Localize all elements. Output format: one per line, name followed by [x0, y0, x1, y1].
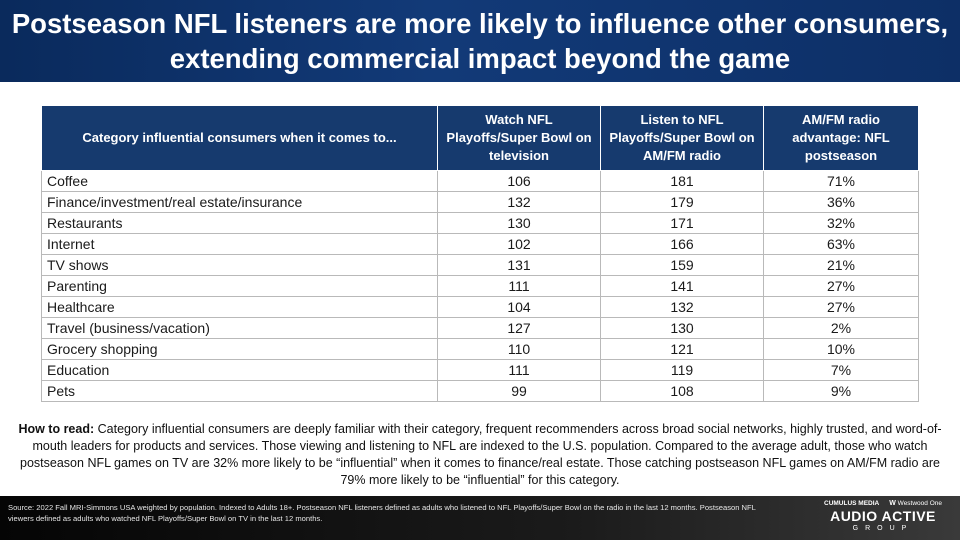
row-tv-index: 104	[437, 296, 601, 318]
row-category: Education	[41, 359, 438, 381]
header-advantage: AM/FM radio advantage: NFL postseason	[763, 105, 919, 171]
row-advantage: 10%	[763, 338, 919, 360]
row-radio-index: 121	[600, 338, 764, 360]
row-category: Travel (business/vacation)	[41, 317, 438, 339]
header-tv: Watch NFL Playoffs/Super Bowl on televis…	[437, 105, 601, 171]
row-advantage: 2%	[763, 317, 919, 339]
row-tv-index: 130	[437, 212, 601, 234]
row-tv-index: 99	[437, 380, 601, 402]
table-row: Coffee 106 181 71%	[41, 170, 919, 192]
logo-partners: CUMULUS MEDIA W Westwood One	[818, 499, 948, 508]
row-tv-index: 132	[437, 191, 601, 213]
table-row: Restaurants 130 171 32%	[41, 212, 919, 234]
row-category: Pets	[41, 380, 438, 402]
row-category: Healthcare	[41, 296, 438, 318]
row-radio-index: 166	[600, 233, 764, 255]
table-row: Education 111 119 7%	[41, 359, 919, 381]
row-tv-index: 110	[437, 338, 601, 360]
row-radio-index: 159	[600, 254, 764, 276]
table-row: Pets 99 108 9%	[41, 380, 919, 402]
row-advantage: 21%	[763, 254, 919, 276]
row-category: Coffee	[41, 170, 438, 192]
row-radio-index: 171	[600, 212, 764, 234]
row-advantage: 36%	[763, 191, 919, 213]
row-tv-index: 127	[437, 317, 601, 339]
row-radio-index: 130	[600, 317, 764, 339]
row-advantage: 7%	[763, 359, 919, 381]
how-to-read-label: How to read:	[18, 422, 95, 436]
row-category: Grocery shopping	[41, 338, 438, 360]
page-title: Postseason NFL listeners are more likely…	[11, 8, 949, 74]
row-radio-index: 108	[600, 380, 764, 402]
row-category: Finance/investment/real estate/insurance	[41, 191, 438, 213]
row-radio-index: 141	[600, 275, 764, 297]
table-row: Internet 102 166 63%	[41, 233, 919, 255]
logo-main-text: AUDIO ACTIVE	[830, 508, 936, 524]
table-row: Finance/investment/real estate/insurance…	[41, 191, 919, 213]
row-advantage: 32%	[763, 212, 919, 234]
row-radio-index: 132	[600, 296, 764, 318]
row-advantage: 9%	[763, 380, 919, 402]
how-to-read-text: Category influential consumers are deepl…	[20, 422, 942, 487]
westwood-logo: W Westwood One	[889, 499, 942, 508]
table-header-row: Category influential consumers when it c…	[41, 105, 919, 171]
row-advantage: 27%	[763, 275, 919, 297]
table-row: Parenting 111 141 27%	[41, 275, 919, 297]
row-advantage: 71%	[763, 170, 919, 192]
source-note: Source: 2022 Fall MRI-Simmons USA weight…	[8, 503, 756, 523]
row-advantage: 63%	[763, 233, 919, 255]
audio-active-group-logo: CUMULUS MEDIA W Westwood One AUDIO ACTIV…	[818, 499, 948, 537]
logo-sub-text: GROUP	[852, 525, 914, 532]
table-row: TV shows 131 159 21%	[41, 254, 919, 276]
row-tv-index: 131	[437, 254, 601, 276]
title-banner: Postseason NFL listeners are more likely…	[0, 0, 960, 82]
footer-bar: Source: 2022 Fall MRI-Simmons USA weight…	[0, 496, 960, 540]
row-category: Internet	[41, 233, 438, 255]
row-tv-index: 106	[437, 170, 601, 192]
row-category: TV shows	[41, 254, 438, 276]
row-category: Restaurants	[41, 212, 438, 234]
row-radio-index: 119	[600, 359, 764, 381]
table-row: Grocery shopping 110 121 10%	[41, 338, 919, 360]
influencer-table: Category influential consumers when it c…	[41, 105, 919, 402]
row-category: Parenting	[41, 275, 438, 297]
table-row: Travel (business/vacation) 127 130 2%	[41, 317, 919, 339]
row-radio-index: 179	[600, 191, 764, 213]
header-radio: Listen to NFL Playoffs/Super Bowl on AM/…	[600, 105, 764, 171]
row-advantage: 27%	[763, 296, 919, 318]
row-radio-index: 181	[600, 170, 764, 192]
cumulus-logo-text: CUMULUS MEDIA	[824, 500, 880, 507]
table-row: Healthcare 104 132 27%	[41, 296, 919, 318]
westwood-logo-text: Westwood One	[897, 500, 942, 507]
westwood-w-icon: W	[889, 500, 896, 507]
row-tv-index: 111	[437, 275, 601, 297]
how-to-read: How to read: Category influential consum…	[18, 421, 942, 489]
header-category: Category influential consumers when it c…	[41, 105, 438, 171]
row-tv-index: 111	[437, 359, 601, 381]
row-tv-index: 102	[437, 233, 601, 255]
